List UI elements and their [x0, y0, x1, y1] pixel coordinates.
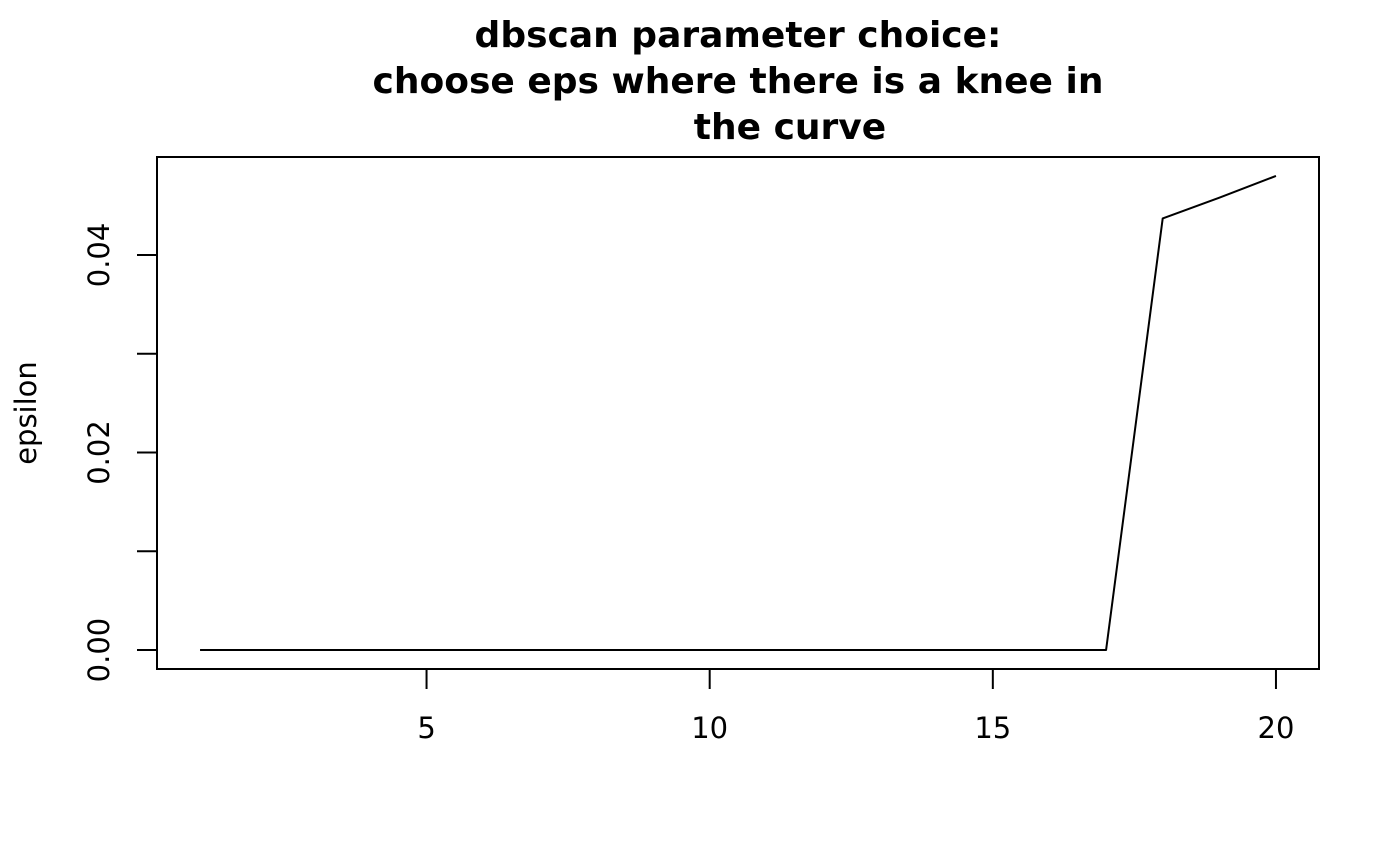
title-line: dbscan parameter choice: — [475, 15, 1002, 56]
y-axis: 0.00 0.02 0.04 — [82, 223, 158, 683]
x-tick-label: 10 — [691, 711, 728, 745]
title-line: choose eps where there is a knee in — [373, 61, 1104, 102]
x-axis: 5 10 15 20 — [417, 668, 1295, 745]
title-line: the curve — [694, 107, 886, 148]
y-axis-label: epsilon — [9, 361, 43, 465]
y-tick-label: 0.02 — [82, 420, 116, 485]
y-tick-label: 0.00 — [82, 618, 116, 683]
series-line — [200, 175, 1277, 652]
chart-title: dbscan parameter choice: choose eps where… — [373, 15, 1104, 148]
x-tick-label: 5 — [417, 711, 435, 745]
x-tick-label: 20 — [1258, 711, 1295, 745]
y-tick-label: 0.04 — [82, 223, 116, 288]
x-tick-label: 15 — [974, 711, 1011, 745]
plot-frame — [156, 156, 1320, 670]
